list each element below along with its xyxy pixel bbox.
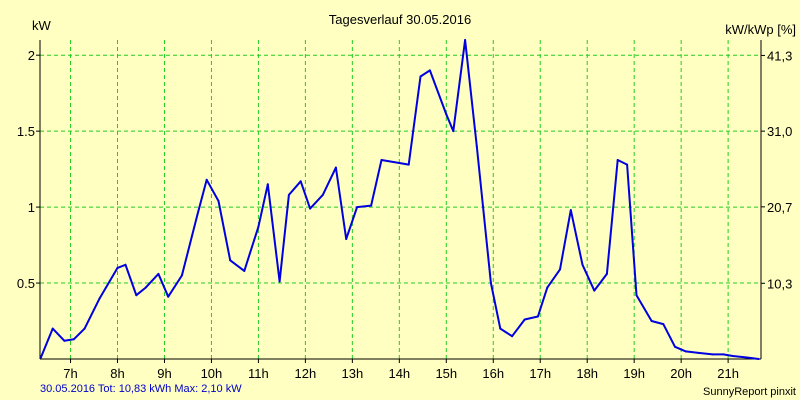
data-point (98, 297, 101, 300)
y2-tick-label: 31,0 (767, 124, 792, 139)
data-point (475, 145, 478, 148)
data-point (635, 294, 638, 297)
x-tick-label: 21h (717, 366, 739, 381)
data-point (266, 183, 269, 186)
data-point (380, 159, 383, 161)
data-point (63, 339, 66, 342)
data-point (51, 327, 54, 330)
data-point (722, 353, 725, 356)
footer-credit: SunnyReport pinxit (703, 386, 796, 398)
data-point (180, 274, 183, 277)
data-point (345, 238, 348, 240)
y-axis-left-label: kW (32, 18, 52, 33)
data-point (217, 200, 220, 202)
data-point (419, 75, 422, 78)
data-point (452, 130, 455, 133)
data-point (356, 206, 359, 209)
data-point (445, 113, 448, 116)
data-point (229, 259, 232, 262)
x-tick-label: 15h (435, 366, 457, 381)
data-point (196, 213, 199, 216)
series-group (39, 39, 760, 360)
data-point (257, 225, 260, 228)
y2-tick-label: 41,3 (767, 48, 792, 63)
data-point (674, 345, 676, 348)
y-tick-labels-left: 0.5 1 1.5 2 (17, 48, 40, 291)
series-line-power (39, 39, 759, 360)
data-point (536, 315, 539, 318)
x-tick-label: 14h (388, 366, 410, 381)
chart-title: Tagesverlauf 30.05.2016 (329, 12, 471, 27)
data-point (662, 323, 665, 326)
data-point (731, 355, 734, 357)
data-point (334, 166, 337, 169)
data-point (616, 159, 619, 161)
x-tick-label: 7h (63, 366, 77, 381)
data-point (299, 180, 302, 183)
data-point (499, 327, 502, 330)
y-axis-right-label: kW/kWp [%] (725, 22, 796, 37)
x-tick-labels: 7h 8h 9h 10h 11h 12h 13h 14h 15h 16h 17h 18h 19h 20h 2… (63, 359, 739, 381)
data-point (581, 263, 584, 266)
data-point (321, 193, 324, 196)
data-point (278, 280, 281, 283)
x-tick-label: 9h (157, 366, 171, 381)
y2-tick-label: 20,7 (767, 200, 792, 215)
data-point (135, 294, 138, 297)
data-point (745, 356, 748, 359)
data-point (370, 204, 373, 207)
data-point (287, 193, 290, 196)
x-tick-label: 12h (295, 366, 317, 381)
axes (39, 40, 762, 360)
data-point (650, 320, 653, 322)
data-point (523, 318, 526, 321)
data-point (559, 268, 561, 271)
x-tick-label: 11h (248, 366, 269, 381)
data-point (116, 266, 119, 269)
data-point (546, 286, 549, 289)
data-point (593, 289, 596, 292)
data-point (605, 272, 608, 275)
data-point (243, 269, 246, 272)
x-tick-label: 18h (576, 366, 598, 381)
data-point (511, 335, 514, 338)
x-tick-label: 10h (201, 366, 223, 381)
x-tick-label: 20h (670, 366, 692, 381)
data-point (407, 163, 410, 166)
data-point (428, 69, 431, 72)
grid (40, 40, 761, 359)
data-point (39, 356, 42, 359)
footer-summary: 30.05.2016 Tot: 10,83 kWh Max: 2,10 kW (40, 383, 242, 395)
data-point (72, 338, 75, 341)
data-point (711, 353, 714, 356)
data-point (757, 358, 760, 360)
data-point (124, 263, 127, 266)
data-point (569, 209, 572, 212)
plot-area (40, 40, 761, 359)
y2-tick-label: 10,3 (767, 276, 792, 291)
y-tick-labels-right: 10,3 20,7 31,0 41,3 (761, 48, 792, 291)
x-tick-label: 8h (110, 366, 124, 381)
y-tick-label: 2 (28, 48, 35, 63)
y-tick-label: 1.5 (17, 124, 35, 139)
data-point (684, 350, 687, 353)
data-point (309, 207, 312, 210)
data-point (626, 163, 629, 166)
data-point (398, 162, 401, 164)
data-point (205, 178, 208, 181)
x-tick-label: 16h (482, 366, 504, 381)
data-point (167, 295, 170, 298)
data-point (464, 39, 467, 41)
y-tick-label: 0.5 (17, 276, 35, 291)
data-point (144, 286, 147, 289)
y-tick-label: 1 (28, 200, 35, 215)
data-point (157, 272, 160, 275)
data-point (489, 282, 492, 284)
x-tick-label: 13h (342, 366, 364, 381)
x-tick-label: 17h (529, 366, 551, 381)
x-tick-label: 19h (623, 366, 645, 381)
data-point (83, 327, 86, 330)
data-point (697, 351, 700, 354)
